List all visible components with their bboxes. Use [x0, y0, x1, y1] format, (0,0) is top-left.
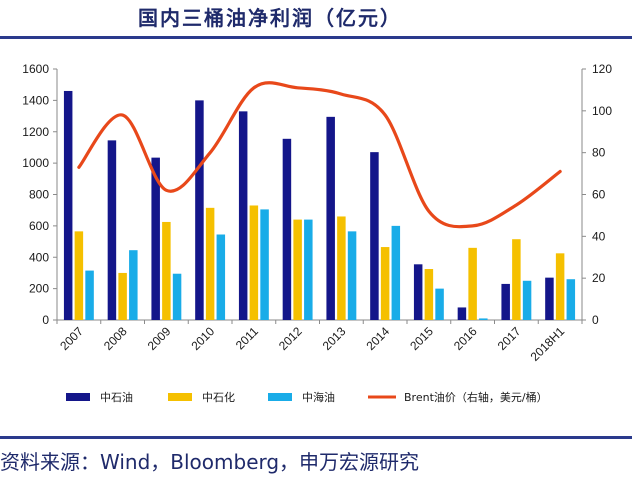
y2-tick-label: 120 — [592, 62, 612, 76]
chart-title: 国内三桶油净利润（亿元） — [138, 6, 402, 30]
bar-中石化-2010 — [205, 207, 215, 320]
bar-中海油-2008 — [129, 250, 138, 320]
footer-divider — [0, 436, 632, 439]
x-tick-label: 2014 — [363, 324, 392, 353]
bar-中石化-2012 — [293, 219, 302, 320]
bar-中石化-2018H1 — [555, 253, 565, 320]
bar-中海油-2018H1 — [566, 279, 576, 320]
legend-swatch-2 — [268, 393, 292, 401]
bar-中海油-2012 — [304, 219, 313, 320]
x-tick-label: 2007 — [57, 324, 86, 353]
x-tick-label: 2009 — [145, 324, 174, 353]
chart-axes: 0 200 400 600 800 1000 1200 1400 1600 0 20 40 60 80 10… — [22, 62, 612, 327]
bar-中石化-2016 — [468, 247, 477, 320]
y-tick-label: 200 — [29, 282, 49, 296]
legend-label-2: 中海油 — [302, 390, 335, 404]
bar-中石化-2008 — [118, 272, 127, 320]
chart-line-layer — [77, 81, 562, 229]
y-tick-label: 0 — [42, 313, 49, 327]
x-tick-label: 2012 — [276, 324, 305, 353]
y-tick-label: 1600 — [22, 62, 49, 76]
source-note: 资料来源：Wind，Bloomberg，申万宏源研究 — [0, 450, 420, 474]
x-tick-label: 2008 — [101, 324, 130, 353]
bar-中石油-2018H1 — [545, 277, 554, 320]
y2-tick-label: 100 — [592, 104, 612, 118]
y2-tick-label: 80 — [592, 146, 606, 160]
bar-中石化-2013 — [337, 216, 346, 320]
x-tick-label: 2018H1 — [528, 324, 568, 364]
bar-中石化-2011 — [249, 205, 259, 320]
y-tick-label: 1400 — [22, 93, 49, 107]
x-tick-label: 2013 — [320, 324, 349, 353]
bar-中石油-2010 — [195, 100, 204, 320]
y2-tick-label: 60 — [592, 188, 606, 202]
y-tick-label: 1200 — [22, 125, 49, 139]
title-divider — [0, 36, 632, 39]
x-axis-labels: 2007 2008 2009 2010 2011 2012 2013 2014 2015 2016… — [57, 324, 567, 364]
x-tick-label: 2015 — [407, 324, 436, 353]
bar-中海油-2014 — [391, 225, 401, 320]
legend-label-3: Brent油价（右轴，美元/桶） — [404, 390, 548, 404]
bar-中石油-2009 — [151, 157, 160, 320]
x-tick-label: 2011 — [233, 324, 261, 352]
bar-中石化-2017 — [512, 239, 521, 320]
y2-tick-label: 0 — [592, 313, 599, 327]
y-tick-label: 1000 — [22, 156, 49, 170]
bar-中石油-2015 — [413, 264, 423, 320]
y-tick-label: 800 — [29, 188, 49, 202]
brent-price-line — [77, 81, 562, 229]
bar-中石化-2015 — [424, 269, 434, 320]
bar-中海油-2015 — [435, 288, 444, 320]
bar-中海油-2010 — [216, 234, 226, 320]
bar-中石油-2007 — [63, 90, 73, 321]
legend-label-0: 中石油 — [100, 390, 133, 404]
bar-中海油-2009 — [172, 273, 182, 320]
bar-中海油-2013 — [347, 231, 357, 320]
y-tick-label: 600 — [29, 219, 49, 233]
bar-中石油-2012 — [282, 138, 292, 320]
x-tick-label: 2017 — [495, 324, 524, 353]
bar-中海油-2017 — [522, 280, 532, 320]
bar-中石化-2009 — [162, 221, 171, 320]
bar-中石油-2013 — [326, 116, 335, 320]
chart-legend: 中石油 中石化 中海油 Brent油价（右轴，美元/桶） — [66, 390, 548, 404]
bar-中海油-2011 — [260, 209, 269, 320]
bar-中石油-2016 — [457, 307, 467, 320]
bar-中石化-2007 — [74, 231, 84, 320]
legend-swatch-1 — [168, 393, 192, 401]
bar-中石油-2011 — [238, 111, 248, 320]
y2-tick-label: 20 — [592, 271, 606, 285]
bar-中石油-2014 — [370, 152, 379, 320]
legend-label-1: 中石化 — [202, 390, 235, 404]
chart-bars — [63, 90, 576, 321]
bar-中石油-2008 — [107, 140, 117, 320]
x-tick-label: 2010 — [188, 324, 217, 353]
bar-中海油-2016 — [479, 318, 488, 320]
y-tick-label: 400 — [29, 250, 49, 264]
legend-swatch-0 — [66, 393, 90, 401]
bar-中石化-2014 — [380, 247, 390, 320]
chart-canvas: 0 200 400 600 800 1000 1200 1400 1600 0 20 40 60 80 10… — [22, 62, 612, 404]
y2-tick-label: 40 — [592, 229, 606, 243]
x-tick-label: 2016 — [451, 324, 480, 353]
bar-中海油-2007 — [85, 270, 94, 320]
bar-中石油-2017 — [501, 283, 510, 320]
